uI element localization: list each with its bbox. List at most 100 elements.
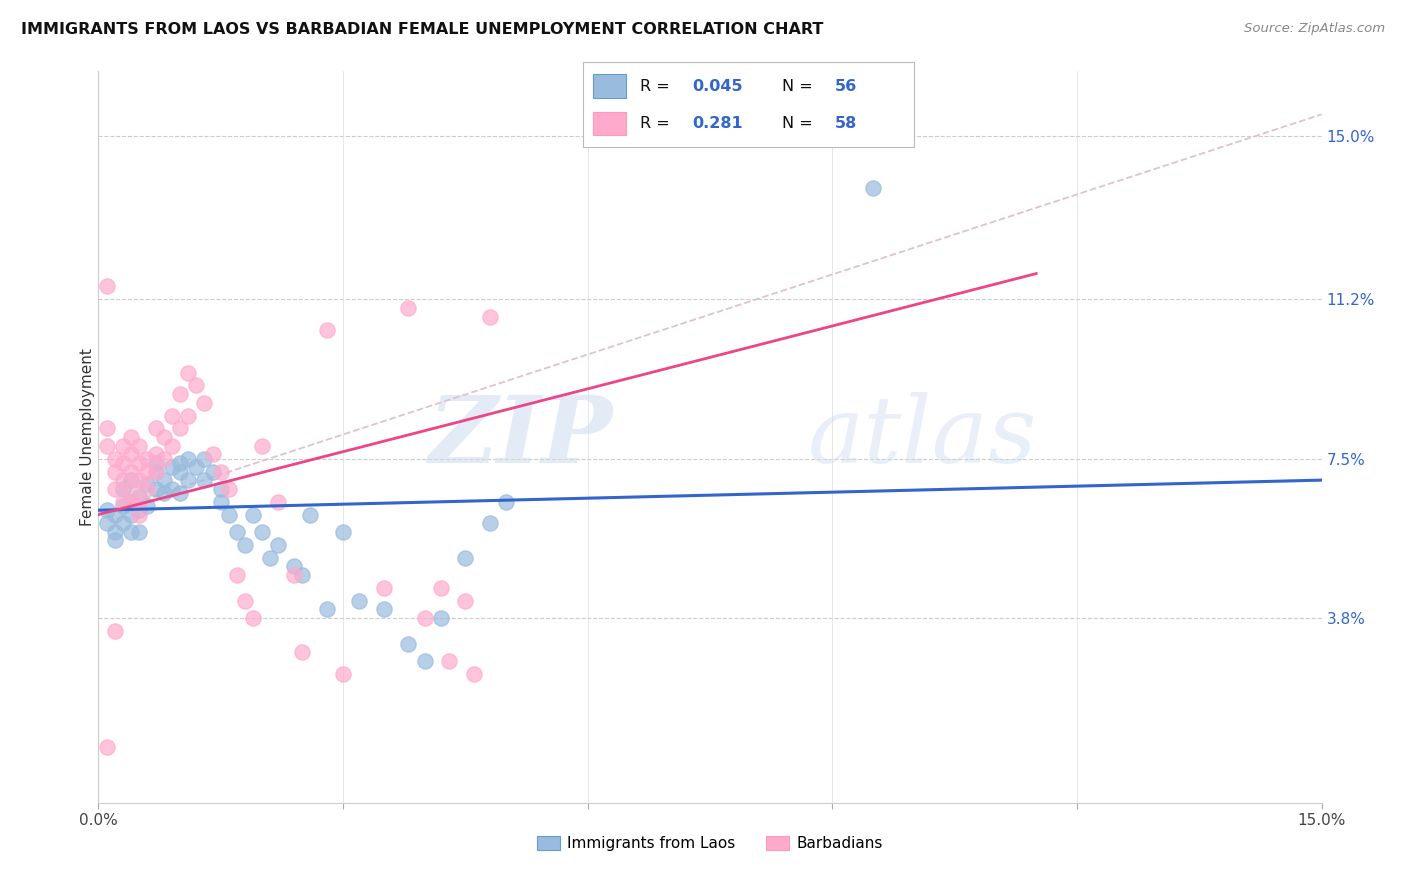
Point	[104, 508, 127, 522]
Point	[193, 473, 215, 487]
Point	[96, 421, 118, 435]
Point	[136, 451, 159, 466]
Point	[430, 611, 453, 625]
Point	[145, 482, 167, 496]
Point	[120, 494, 142, 508]
Point	[299, 508, 322, 522]
Point	[478, 516, 501, 530]
Point	[96, 279, 118, 293]
Point	[454, 550, 477, 565]
Point	[152, 451, 174, 466]
Point	[145, 421, 167, 435]
Point	[136, 465, 159, 479]
Point	[160, 460, 183, 475]
Point	[291, 567, 314, 582]
Point	[267, 494, 290, 508]
Point	[259, 550, 281, 565]
Point	[96, 739, 118, 754]
Point	[250, 524, 273, 539]
Point	[209, 494, 232, 508]
Point	[111, 439, 134, 453]
Point	[120, 494, 142, 508]
Point	[396, 637, 419, 651]
Point	[233, 538, 256, 552]
Point	[283, 567, 305, 582]
Point	[152, 473, 174, 487]
Point	[169, 421, 191, 435]
Point	[283, 559, 305, 574]
Point	[96, 439, 118, 453]
Point	[120, 447, 142, 461]
Point	[177, 451, 200, 466]
Point	[136, 482, 159, 496]
Point	[177, 409, 200, 423]
Point	[128, 503, 150, 517]
Point	[186, 460, 208, 475]
Point	[104, 465, 127, 479]
Text: IMMIGRANTS FROM LAOS VS BARBADIAN FEMALE UNEMPLOYMENT CORRELATION CHART: IMMIGRANTS FROM LAOS VS BARBADIAN FEMALE…	[21, 22, 824, 37]
Point	[193, 395, 215, 409]
Point	[332, 666, 354, 681]
Point	[332, 524, 354, 539]
Point	[96, 516, 118, 530]
Text: N =: N =	[782, 116, 818, 131]
Legend: Immigrants from Laos, Barbadians: Immigrants from Laos, Barbadians	[531, 830, 889, 857]
Point	[373, 581, 395, 595]
Point	[862, 180, 884, 194]
Point	[218, 508, 240, 522]
Point	[160, 439, 183, 453]
Point	[349, 593, 371, 607]
Point	[152, 486, 174, 500]
Point	[145, 456, 167, 470]
Point	[111, 516, 134, 530]
Point	[104, 624, 127, 638]
Text: 56: 56	[835, 78, 856, 94]
Point	[104, 482, 127, 496]
Point	[152, 430, 174, 444]
Point	[291, 645, 314, 659]
Point	[430, 581, 453, 595]
Text: 0.281: 0.281	[693, 116, 744, 131]
Point	[104, 451, 127, 466]
Point	[128, 494, 150, 508]
Point	[128, 508, 150, 522]
Point	[169, 456, 191, 470]
Point	[104, 524, 127, 539]
Point	[495, 494, 517, 508]
Point	[96, 503, 118, 517]
Text: N =: N =	[782, 78, 818, 94]
Point	[315, 602, 337, 616]
Text: atlas: atlas	[808, 392, 1038, 482]
Point	[111, 456, 134, 470]
Point	[111, 473, 134, 487]
Point	[478, 310, 501, 324]
Text: ZIP: ZIP	[427, 392, 612, 482]
Point	[120, 430, 142, 444]
Point	[209, 465, 232, 479]
Point	[111, 499, 134, 513]
Point	[209, 482, 232, 496]
Point	[226, 567, 249, 582]
Point	[136, 477, 159, 491]
Point	[186, 378, 208, 392]
Point	[242, 508, 264, 522]
Point	[104, 533, 127, 548]
Point	[454, 593, 477, 607]
Point	[373, 602, 395, 616]
Point	[413, 654, 436, 668]
Point	[233, 593, 256, 607]
Point	[120, 473, 142, 487]
Point	[111, 482, 134, 496]
Bar	[593, 112, 627, 136]
Point	[413, 611, 436, 625]
Point	[437, 654, 460, 668]
Point	[128, 473, 150, 487]
Text: R =: R =	[640, 116, 675, 131]
Point	[120, 524, 142, 539]
Point	[201, 447, 224, 461]
Point	[463, 666, 485, 681]
Point	[267, 538, 290, 552]
Bar	[593, 74, 627, 98]
Point	[128, 439, 150, 453]
Point	[145, 465, 167, 479]
